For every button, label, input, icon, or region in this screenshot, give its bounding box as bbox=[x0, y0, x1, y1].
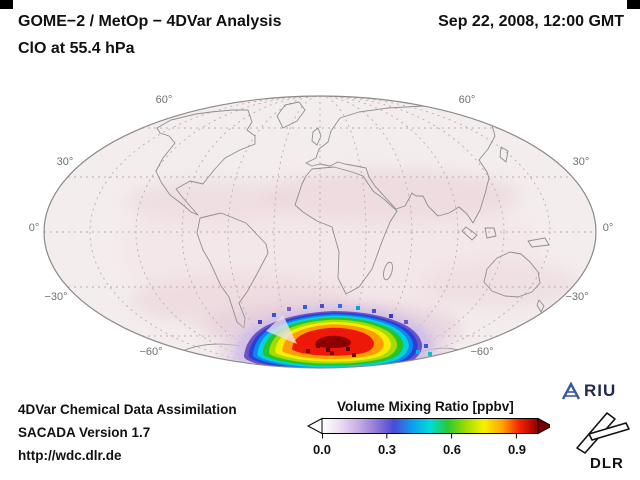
eurasia-outline bbox=[305, 105, 496, 224]
colorbar-under-arrow bbox=[306, 417, 323, 435]
clo-anomaly-edge-pixels bbox=[258, 304, 432, 356]
lat-label-30-left: 30° bbox=[56, 156, 74, 168]
new-zealand-outline bbox=[536, 299, 545, 313]
lat-label-60-right: 60° bbox=[458, 94, 476, 106]
map-ellipse-outline bbox=[43, 95, 597, 369]
lat-label-m30-left: −30° bbox=[44, 291, 68, 303]
colorbar-tick-label-3: 0.9 bbox=[507, 442, 527, 457]
dlr-logo-text: DLR bbox=[590, 455, 624, 472]
borneo-outline bbox=[484, 227, 497, 239]
colorbar-title: Volume Mixing Ratio [ppbv] bbox=[337, 399, 514, 414]
corner-mark-left bbox=[0, 0, 13, 9]
footer-line-version: SACADA Version 1.7 bbox=[18, 425, 151, 440]
british-isles-outline bbox=[311, 127, 322, 146]
footer-line-url: http://wdc.dlr.de bbox=[18, 448, 122, 463]
corner-mark-right bbox=[627, 0, 640, 9]
colorbar-tick-marks bbox=[322, 433, 517, 439]
timestamp: Sep 22, 2008, 12:00 GMT bbox=[438, 13, 624, 30]
map-graticule bbox=[44, 96, 596, 368]
lat-label-0-left: 0° bbox=[28, 222, 40, 234]
lat-label-m60-right: −60° bbox=[470, 346, 494, 358]
australia-outline bbox=[483, 251, 541, 298]
colorbar-tick-label-1: 0.3 bbox=[377, 442, 397, 457]
lat-label-0-right: 0° bbox=[602, 222, 614, 234]
clo-anomaly-rings bbox=[217, 301, 449, 368]
plot-title: GOME−2 / MetOp − 4DVar Analysis bbox=[18, 13, 282, 30]
lat-label-m30-right: −30° bbox=[565, 291, 589, 303]
new-guinea-outline bbox=[527, 237, 550, 248]
sumatra-outline bbox=[461, 226, 478, 241]
riu-logo: RIU bbox=[561, 381, 616, 401]
north-america-outline bbox=[155, 109, 256, 216]
plot-subtitle: ClO at 55.4 hPa bbox=[18, 40, 135, 57]
clo-anomaly-notch bbox=[266, 315, 297, 344]
greenland-outline bbox=[276, 101, 306, 129]
clo-anomaly-speckles bbox=[306, 338, 356, 357]
continent-outlines bbox=[155, 101, 550, 354]
colorbar bbox=[306, 417, 550, 439]
dlr-emblem-icon bbox=[576, 412, 630, 454]
africa-outline bbox=[294, 166, 398, 295]
madagascar-outline bbox=[383, 261, 393, 281]
south-america-outline bbox=[196, 212, 269, 329]
clo-anomaly bbox=[217, 301, 449, 368]
lat-label-60-left: 60° bbox=[155, 94, 173, 106]
footer-line-assimilation: 4DVar Chemical Data Assimilation bbox=[18, 402, 237, 417]
colorbar-over-arrow bbox=[537, 417, 550, 435]
colorbar-gradient-bar bbox=[321, 418, 539, 434]
riu-antenna-icon bbox=[561, 381, 581, 400]
colorbar-tick-label-2: 0.6 bbox=[442, 442, 462, 457]
lat-label-m60-left: −60° bbox=[139, 346, 163, 358]
lat-label-30-right: 30° bbox=[572, 156, 590, 168]
japan-outline bbox=[499, 146, 509, 163]
riu-logo-text: RIU bbox=[584, 381, 617, 400]
colorbar-tick-label-0: 0.0 bbox=[312, 442, 332, 457]
